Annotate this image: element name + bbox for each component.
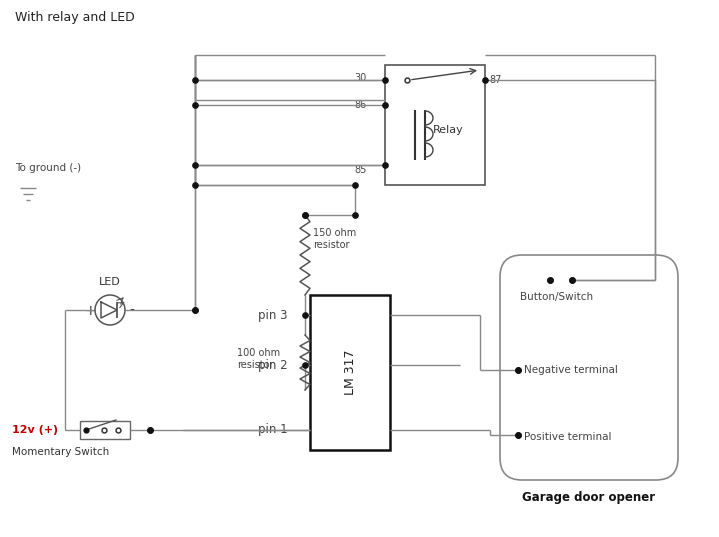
Text: pin 1: pin 1 bbox=[258, 424, 288, 437]
Text: Relay: Relay bbox=[433, 125, 464, 135]
Text: pin 2: pin 2 bbox=[258, 359, 288, 372]
Text: 150 ohm: 150 ohm bbox=[313, 228, 356, 238]
Text: LED: LED bbox=[99, 277, 121, 287]
Text: Garage door opener: Garage door opener bbox=[523, 491, 656, 504]
Text: Negative terminal: Negative terminal bbox=[524, 365, 618, 375]
Text: LM 317: LM 317 bbox=[344, 349, 357, 395]
Text: +: + bbox=[85, 304, 96, 318]
FancyBboxPatch shape bbox=[500, 255, 678, 480]
Text: -: - bbox=[129, 304, 134, 318]
Text: Momentary Switch: Momentary Switch bbox=[12, 447, 109, 457]
Bar bbox=[385, 65, 485, 185]
Text: 30: 30 bbox=[354, 73, 367, 83]
Bar bbox=[80, 421, 130, 439]
Bar bbox=[310, 295, 390, 450]
Text: Positive terminal: Positive terminal bbox=[524, 432, 611, 442]
Text: To ground (-): To ground (-) bbox=[15, 163, 81, 173]
Text: pin 3: pin 3 bbox=[258, 308, 288, 322]
Text: 85: 85 bbox=[354, 165, 367, 175]
Text: resistor: resistor bbox=[313, 240, 349, 250]
Text: 86: 86 bbox=[354, 100, 367, 110]
Text: 100 ohm: 100 ohm bbox=[237, 348, 280, 358]
Text: resistor: resistor bbox=[237, 360, 273, 370]
Text: 12v (+): 12v (+) bbox=[12, 425, 58, 435]
Text: Button/Switch: Button/Switch bbox=[520, 292, 593, 302]
Text: With relay and LED: With relay and LED bbox=[15, 11, 134, 25]
Text: 87: 87 bbox=[489, 75, 501, 85]
